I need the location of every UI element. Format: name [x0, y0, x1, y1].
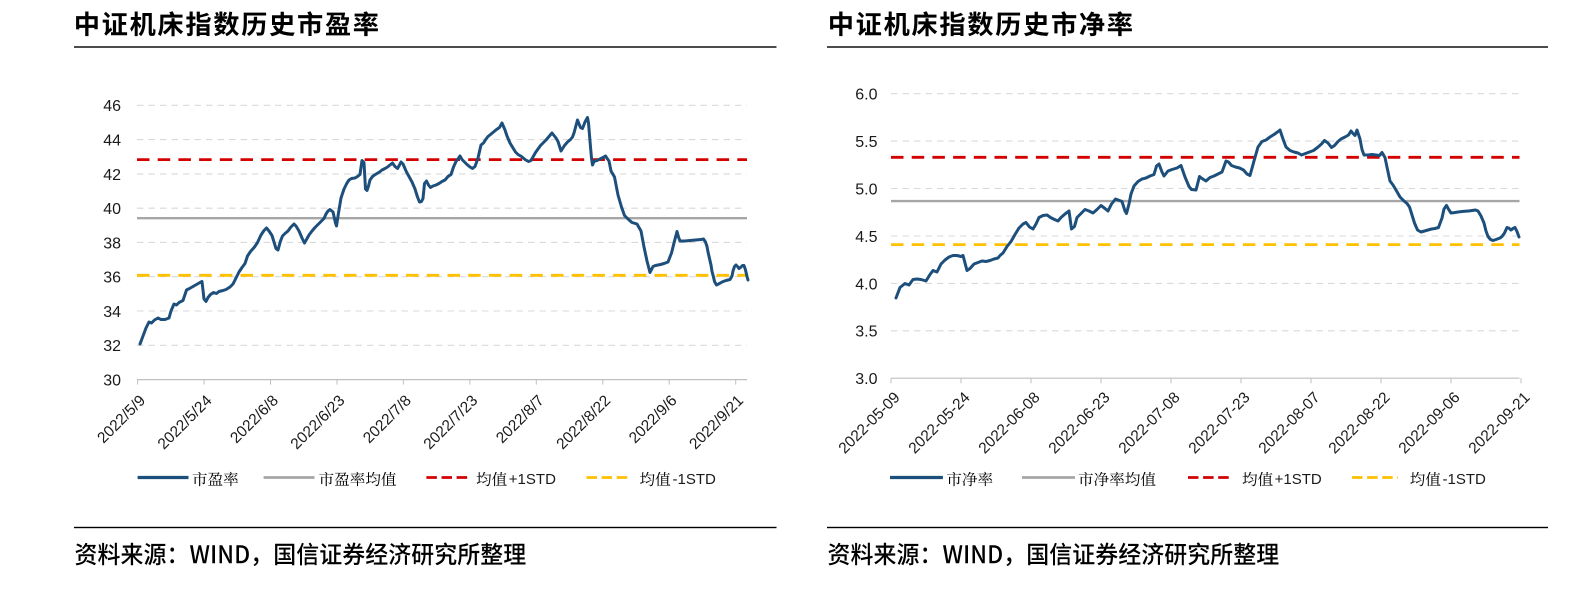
svg-text:44: 44: [103, 132, 121, 149]
svg-text:2022/7/23: 2022/7/23: [421, 392, 482, 453]
svg-text:2022/5/9: 2022/5/9: [94, 392, 149, 447]
svg-text:2022-07-23: 2022-07-23: [1186, 389, 1254, 457]
svg-text:46: 46: [103, 98, 121, 115]
svg-text:2022/8/7: 2022/8/7: [493, 392, 548, 447]
svg-text:4.0: 4.0: [855, 276, 877, 293]
svg-text:2022-06-08: 2022-06-08: [976, 389, 1044, 457]
svg-text:2022/7/8: 2022/7/8: [360, 392, 415, 447]
svg-text:2022/9/21: 2022/9/21: [686, 392, 747, 453]
svg-text:3.5: 3.5: [855, 324, 877, 341]
svg-text:2022-05-09: 2022-05-09: [836, 389, 904, 457]
svg-text:30: 30: [103, 373, 121, 390]
svg-text:5.5: 5.5: [855, 134, 877, 151]
svg-text:2022-05-24: 2022-05-24: [906, 389, 974, 457]
svg-text:2022/6/23: 2022/6/23: [288, 392, 349, 453]
svg-text:2022/9/6: 2022/9/6: [626, 392, 681, 447]
svg-text:2022-08-22: 2022-08-22: [1326, 389, 1394, 457]
svg-text:2022-09-06: 2022-09-06: [1396, 389, 1464, 457]
svg-text:2022-06-23: 2022-06-23: [1046, 389, 1114, 457]
svg-text:34: 34: [103, 304, 121, 321]
svg-text:-1STD: -1STD: [1443, 471, 1487, 488]
svg-text:-1STD: -1STD: [673, 471, 717, 488]
svg-text:38: 38: [103, 235, 121, 252]
svg-text:40: 40: [103, 201, 121, 218]
svg-text:2022-07-08: 2022-07-08: [1116, 389, 1184, 457]
svg-text:5.0: 5.0: [855, 181, 877, 198]
svg-text:3.0: 3.0: [855, 371, 877, 388]
svg-text:+1STD: +1STD: [1275, 471, 1322, 488]
svg-text:4.5: 4.5: [855, 229, 877, 246]
svg-text:32: 32: [103, 338, 121, 355]
svg-text:6.0: 6.0: [855, 87, 877, 104]
svg-text:2022-09-21: 2022-09-21: [1466, 389, 1534, 457]
svg-text:2022-08-07: 2022-08-07: [1256, 389, 1324, 457]
svg-text:36: 36: [103, 270, 121, 287]
svg-text:42: 42: [103, 167, 121, 184]
svg-text:2022/6/8: 2022/6/8: [227, 392, 282, 447]
svg-text:2022/5/24: 2022/5/24: [155, 392, 216, 453]
svg-text:2022/8/22: 2022/8/22: [553, 392, 614, 453]
svg-text:+1STD: +1STD: [509, 471, 556, 488]
